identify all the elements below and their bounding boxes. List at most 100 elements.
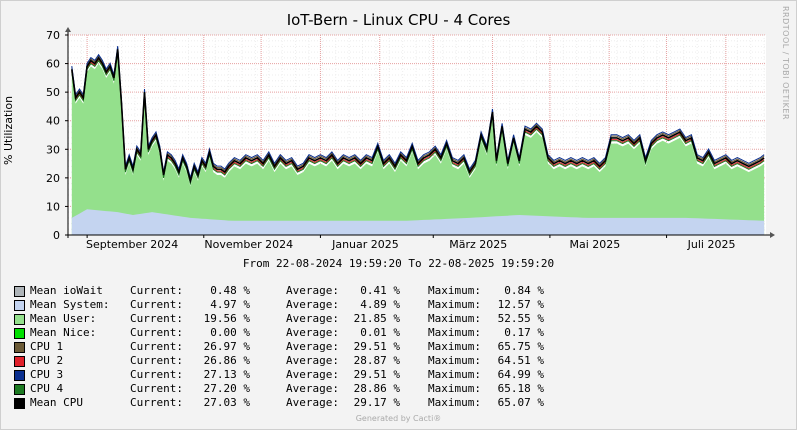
legend-series-name: CPU 3 [30,368,64,381]
legend-maximum-label: Maximum: [428,354,481,367]
legend-current-value: 27.20 % [203,382,250,395]
legend-swatch [14,300,25,311]
y-tick-label: 30 [46,143,60,156]
legend-maximum-label: Maximum: [428,312,481,325]
legend-current-value: 27.03 % [203,396,250,409]
legend-current-label: Current: [130,298,183,311]
legend-maximum-value: 65.18 % [497,382,544,395]
legend-series-name: Mean ioWait [30,284,103,297]
legend-average-value: 29.51 % [353,368,400,381]
legend-average-label: Average: [286,326,339,339]
legend-swatch [14,356,25,367]
legend-maximum-value: 52.55 % [497,312,544,325]
legend-average-label: Average: [286,284,339,297]
legend-maximum-label: Maximum: [428,340,481,353]
legend-series-name: CPU 4 [30,382,64,395]
rrdtool-watermark: RRDTOOL / TOBI OETIKER [781,6,790,121]
legend-current-label: Current: [130,382,183,395]
legend-series-name: CPU 1 [30,340,64,353]
x-tick-label: September 2024 [86,238,178,251]
chart-title: IoT-Bern - Linux CPU - 4 Cores [286,11,511,29]
legend-current-label: Current: [130,368,183,381]
legend-swatch [14,286,25,297]
legend-current-label: Current: [130,354,183,367]
legend-maximum-label: Maximum: [428,284,481,297]
legend-current-value: 0.00 % [210,326,250,339]
legend-average-value: 29.51 % [353,340,400,353]
legend-average-label: Average: [286,382,339,395]
legend-current-value: 0.48 % [210,284,250,297]
legend-maximum-label: Maximum: [428,396,481,409]
y-tick-label: 20 [46,172,60,185]
legend-maximum-value: 65.75 % [497,340,544,353]
legend-series-name: CPU 2 [30,354,64,367]
legend-maximum-value: 64.99 % [497,368,544,381]
legend-average-value: 21.85 % [353,312,400,325]
legend-series-name: Mean CPU [30,396,83,409]
legend-current-label: Current: [130,312,183,325]
legend-current-label: Current: [130,396,183,409]
legend-average-value: 0.01 % [360,326,400,339]
legend-swatch [14,398,25,409]
legend-maximum-value: 12.57 % [497,298,544,311]
legend-average-value: 0.41 % [360,284,400,297]
y-tick-label: 0 [53,229,60,242]
legend-average-value: 4.89 % [360,298,400,311]
generated-by: Generated by Cacti® [355,414,442,423]
legend-current-value: 27.13 % [203,368,250,381]
y-tick-label: 60 [46,58,60,71]
legend-series-name: Mean Nice: [30,326,97,339]
legend-maximum-value: 65.07 % [497,396,544,409]
legend-current-value: 26.97 % [203,340,250,353]
legend-average-label: Average: [286,354,339,367]
legend-maximum-label: Maximum: [428,368,481,381]
x-tick-label: November 2024 [204,238,293,251]
x-tick-label: Juli 2025 [687,238,736,251]
y-axis-arrow [65,27,71,32]
x-tick-labels: September 2024 November 2024 Januar 2025 Mä… [86,235,735,251]
legend-series-name: Mean System: [30,298,110,311]
plot-area: 0 10 20 30 40 50 60 70 September 2024 November 2… [46,27,775,251]
area-mean-system [71,209,765,235]
legend-maximum-value: 64.51 % [497,354,544,367]
legend-maximum-label: Maximum: [428,382,481,395]
legend-average-value: 28.86 % [353,382,400,395]
x-tick-label: Januar 2025 [331,238,399,251]
line-mean-cpu [71,49,765,184]
y-tick-label: 70 [46,29,60,42]
legend-current-label: Current: [130,284,183,297]
y-tick-labels: 0 10 20 30 40 50 60 70 [46,29,68,242]
legend-maximum-value: 0.84 % [504,284,544,297]
legend-average-label: Average: [286,340,339,353]
legend-average-label: Average: [286,312,339,325]
axes [65,27,775,238]
legend-swatch [14,342,25,353]
legend-average-label: Average: [286,396,339,409]
line-cpu-3 [71,46,765,180]
area-mean-user [71,55,765,235]
legend-swatch [14,314,25,325]
legend-current-label: Current: [130,326,183,339]
legend-swatch [14,384,25,395]
legend-maximum-label: Maximum: [428,326,481,339]
y-tick-label: 50 [46,86,60,99]
legend-current-value: 19.56 % [203,312,250,325]
y-tick-label: 10 [46,200,60,213]
legend-swatch [14,370,25,381]
x-tick-label: März 2025 [449,238,507,251]
legend-series-name: Mean User: [30,312,97,325]
legend-average-label: Average: [286,368,339,381]
legend-maximum-label: Maximum: [428,298,481,311]
legend-maximum-value: 0.17 % [504,326,544,339]
y-tick-label: 40 [46,115,60,128]
time-range: From 22-08-2024 19:59:20 To 22-08-2025 1… [242,257,555,270]
legend-average-value: 29.17 % [353,396,400,409]
legend-current-value: 26.86 % [203,354,250,367]
x-tick-label: Mai 2025 [570,238,621,251]
legend-swatch [14,328,25,339]
legend-average-value: 28.87 % [353,354,400,367]
legend-current-label: Current: [130,340,183,353]
legend-current-value: 4.97 % [210,298,250,311]
legend-average-label: Average: [286,298,339,311]
x-axis-arrow [770,232,775,238]
